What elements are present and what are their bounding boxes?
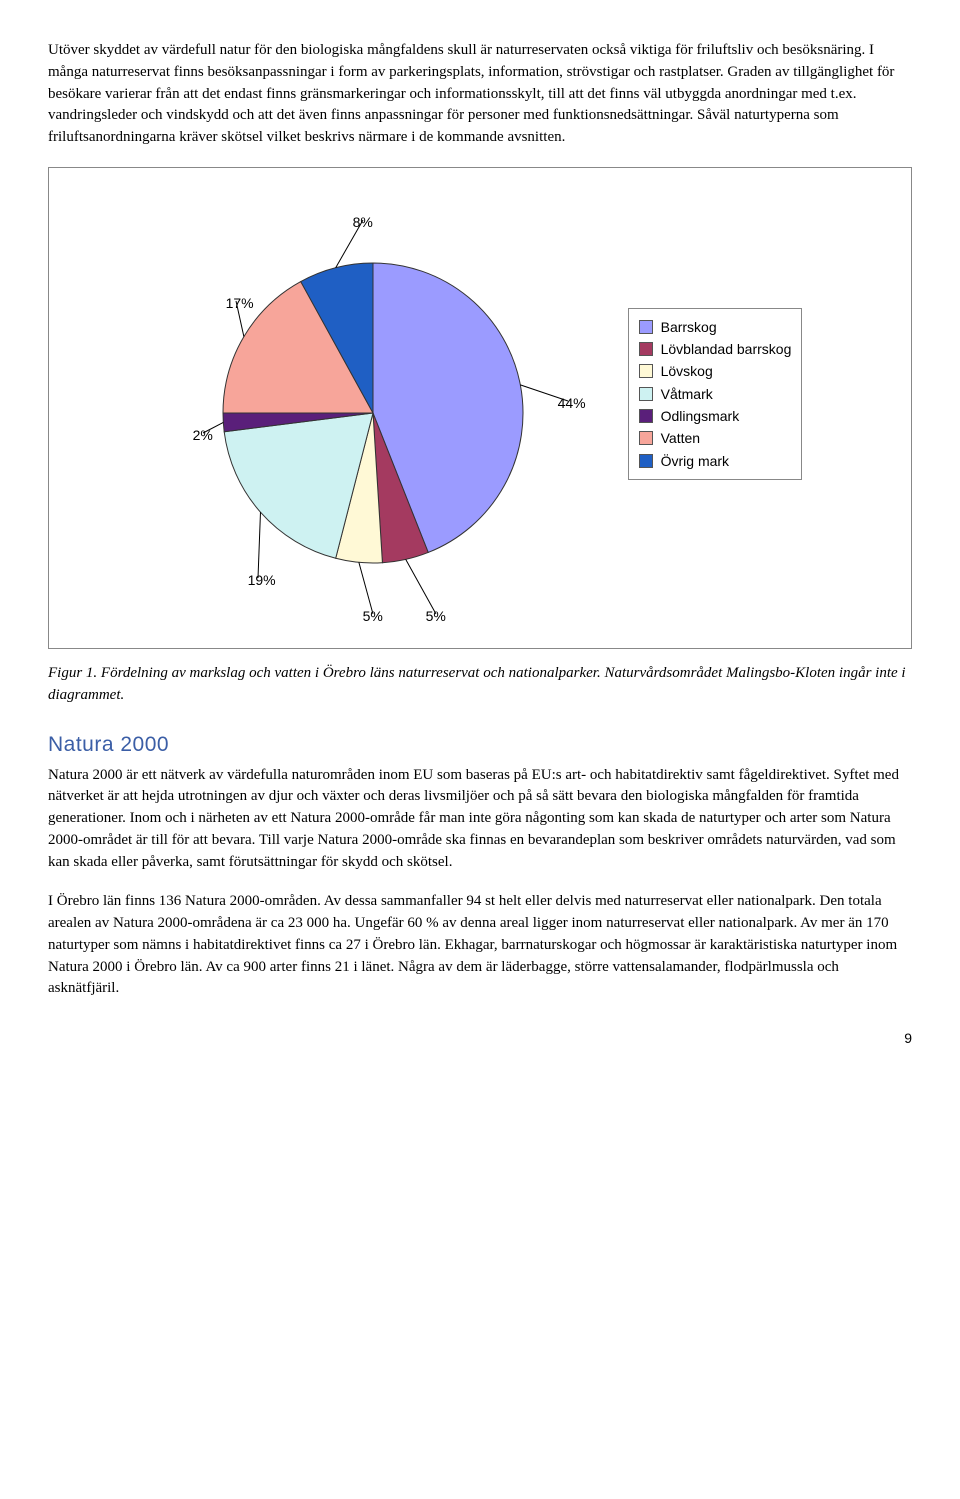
legend-label: Odlingsmark — [661, 406, 740, 426]
legend-swatch — [639, 364, 653, 378]
legend-item: Vatten — [639, 428, 792, 448]
pie-slice-label: 8% — [353, 212, 373, 232]
section-heading-natura: Natura 2000 — [48, 730, 912, 760]
legend-item: Lövskog — [639, 361, 792, 381]
natura-paragraph-1: Natura 2000 är ett nätverk av värdefulla… — [48, 765, 912, 874]
legend-item: Barrskog — [639, 317, 792, 337]
legend-swatch — [639, 320, 653, 334]
legend-label: Våtmark — [661, 384, 713, 404]
legend-label: Barrskog — [661, 317, 717, 337]
chart-legend: BarrskogLövblandad barrskogLövskog Våtmar… — [628, 308, 803, 480]
pie-chart-container: 44% 5% 5% 19% 2% 17% 8% BarrskogLövblandad bar… — [48, 167, 912, 649]
legend-label: Lövskog — [661, 361, 713, 381]
legend-label: Vatten — [661, 428, 700, 448]
pie-slice-label: 2% — [193, 425, 213, 445]
legend-item: Våtmark — [639, 384, 792, 404]
legend-swatch — [639, 431, 653, 445]
pie-slice-label: 19% — [248, 570, 276, 590]
figure-caption: Figur 1. Fördelning av markslag och vatt… — [48, 663, 912, 707]
legend-item: Odlingsmark — [639, 406, 792, 426]
legend-item: Övrig mark — [639, 451, 792, 471]
legend-swatch — [639, 454, 653, 468]
legend-label: Lövblandad barrskog — [661, 339, 792, 359]
natura-paragraph-2: I Örebro län finns 136 Natura 2000-områd… — [48, 891, 912, 1000]
pie-slice-label: 44% — [558, 393, 586, 413]
intro-paragraph: Utöver skyddet av värdefull natur för de… — [48, 40, 912, 149]
legend-item: Lövblandad barrskog — [639, 339, 792, 359]
pie-slice-label: 17% — [226, 293, 254, 313]
page-number: 9 — [48, 1028, 912, 1048]
pie-slice-label: 5% — [363, 606, 383, 626]
legend-swatch — [639, 342, 653, 356]
legend-swatch — [639, 409, 653, 423]
legend-label: Övrig mark — [661, 451, 729, 471]
pie-chart: 44% 5% 5% 19% 2% 17% 8% — [158, 198, 588, 628]
pie-slice-label: 5% — [426, 606, 446, 626]
legend-swatch — [639, 387, 653, 401]
